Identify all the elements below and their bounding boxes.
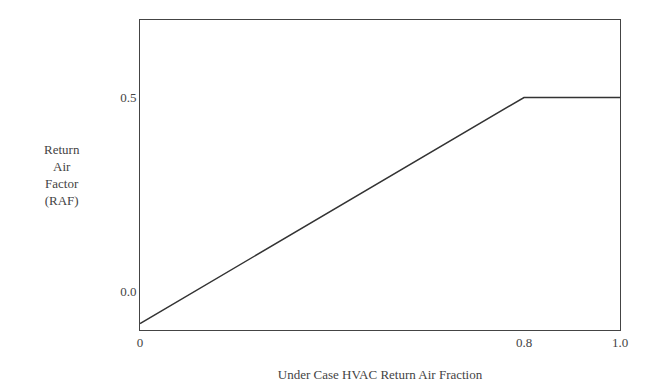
svg-text:0.8: 0.8: [516, 335, 532, 350]
svg-text:0.5: 0.5: [120, 90, 136, 105]
svg-text:0.0: 0.0: [120, 284, 136, 299]
svg-text:0: 0: [137, 335, 144, 350]
svg-text:1.0: 1.0: [612, 335, 628, 350]
svg-text:ReturnAirFactor(RAF): ReturnAirFactor(RAF): [44, 142, 80, 208]
svg-text:Under Case HVAC Return Air Fra: Under Case HVAC Return Air Fraction: [278, 367, 483, 382]
